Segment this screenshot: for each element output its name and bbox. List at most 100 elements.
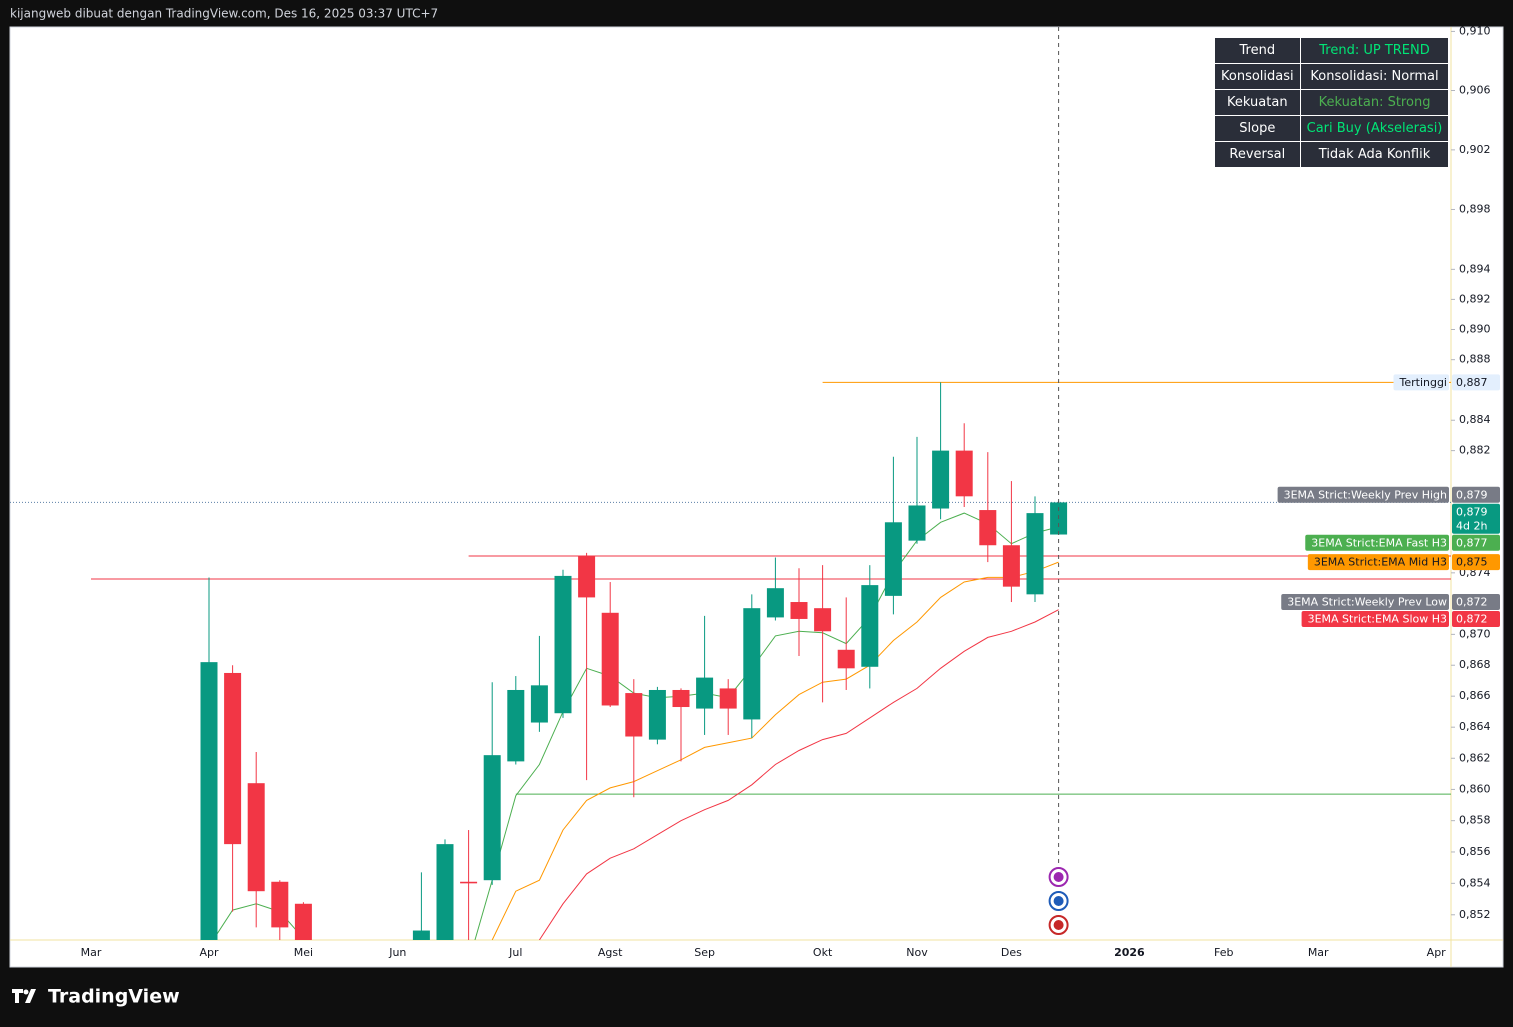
candle-body	[578, 555, 596, 598]
price-label-box	[1452, 611, 1500, 628]
y-tick-label: 0,910	[1459, 24, 1491, 37]
candle-body	[1002, 545, 1020, 587]
price-label-name-box	[1307, 554, 1449, 571]
y-tick-label: 0,902	[1459, 143, 1491, 156]
candle-body	[294, 903, 312, 940]
x-tick-label: Jun	[388, 946, 406, 959]
x-tick-label: Sep	[694, 946, 715, 959]
candle-body	[412, 930, 430, 940]
price-label-name: 3EMA Strict:Weekly Prev High	[1284, 488, 1447, 501]
price-label: 0,875	[1456, 556, 1488, 569]
candle-body	[554, 575, 572, 714]
y-tick-label: 0,888	[1459, 353, 1491, 366]
info-table: Trend Trend: UP TREND Konsolidasi Konsolida…	[1214, 37, 1449, 168]
row-value: Tidak Ada Konflik	[1300, 142, 1449, 167]
row-label: Slope	[1215, 116, 1300, 141]
candle-body	[530, 685, 548, 723]
y-tick-label: 0,866	[1459, 689, 1491, 702]
x-tick-label: Mar	[1308, 946, 1329, 959]
y-tick-label: 0,856	[1459, 845, 1491, 858]
x-tick-label: Feb	[1214, 946, 1233, 959]
row-value: Kekuatan: Strong	[1300, 90, 1449, 115]
price-label-name-box	[1281, 594, 1449, 611]
logo: TradingView	[12, 986, 180, 1008]
candle-body	[766, 588, 784, 618]
table-row: Kekuatan Kekuatan: Strong	[1215, 90, 1449, 115]
price-label-name-box	[1277, 486, 1449, 503]
candle-body	[719, 688, 737, 709]
candle-body	[884, 522, 902, 596]
y-tick-label: 0,906	[1459, 84, 1491, 97]
candle-body	[247, 783, 265, 892]
countdown: 4d 2h	[1456, 519, 1487, 532]
price-label-name: 3EMA Strict:Weekly Prev Low	[1287, 596, 1447, 609]
candle-body	[507, 689, 525, 762]
price-label: 0,879	[1456, 505, 1488, 518]
row-label: Reversal	[1215, 142, 1300, 167]
candle-body	[483, 755, 501, 881]
price-label-box	[1452, 374, 1500, 391]
price-label-box	[1452, 534, 1500, 551]
ema-line	[538, 609, 1059, 940]
table-row: Reversal Tidak Ada Konflik	[1215, 142, 1449, 167]
row-value: Konsolidasi: Normal	[1300, 64, 1449, 89]
price-label: 0,872	[1456, 613, 1488, 626]
y-tick-label: 0,868	[1459, 658, 1491, 671]
y-tick-label: 0,890	[1459, 323, 1491, 336]
logo-dot	[23, 989, 29, 995]
price-label-box	[1452, 554, 1500, 571]
x-tick-label: Mei	[294, 946, 313, 959]
brand: TradingView	[48, 986, 180, 1008]
event-icon-inner	[1053, 872, 1064, 882]
candle-body	[460, 881, 478, 884]
price-label: 0,887	[1456, 376, 1488, 389]
y-tick-label: 0,860	[1459, 782, 1491, 795]
candle-body	[743, 608, 761, 720]
row-label: Konsolidasi	[1215, 64, 1300, 89]
candle-body	[625, 693, 643, 737]
candle-body	[224, 672, 242, 845]
x-tick-label: Apr	[199, 946, 219, 959]
y-tick-label: 0,852	[1459, 908, 1491, 921]
candle-body	[932, 450, 950, 509]
table-row: Trend Trend: UP TREND	[1215, 38, 1449, 63]
y-tick-label: 0,884	[1459, 413, 1491, 426]
x-tick-label: Mar	[81, 946, 102, 959]
price-label-box	[1452, 503, 1500, 534]
x-tick-label: Des	[1001, 946, 1022, 959]
row-label: Kekuatan	[1215, 90, 1300, 115]
candle-body	[908, 505, 926, 541]
y-tick-label: 0,854	[1459, 876, 1491, 889]
x-tick-label: 2026	[1114, 946, 1145, 959]
price-label: 0,877	[1456, 536, 1488, 549]
y-tick-label: 0,862	[1459, 751, 1491, 764]
candle-body	[200, 662, 218, 940]
ema-line	[491, 561, 1059, 940]
candle-body	[271, 881, 289, 928]
y-tick-label: 0,870	[1459, 627, 1491, 640]
price-label-box	[1452, 486, 1500, 503]
price-label: 0,879	[1456, 488, 1488, 501]
price-label-name: 3EMA Strict:EMA Slow H3	[1308, 613, 1447, 626]
event-icons	[1048, 867, 1069, 935]
plot-area	[10, 381, 1451, 940]
candle-body	[979, 510, 997, 546]
y-tick-label: 0,894	[1459, 262, 1491, 275]
header: kijangweb dibuat dengan TradingView.com,…	[10, 7, 438, 21]
candle-body	[1026, 513, 1044, 595]
x-tick-label: Apr	[1427, 946, 1447, 959]
price-label-name: 3EMA Strict:EMA Mid H3	[1314, 556, 1447, 569]
candle-body	[790, 602, 808, 619]
x-tick-label: Okt	[813, 946, 833, 959]
logo-icon	[12, 989, 36, 1003]
event-icon-inner	[1053, 896, 1064, 906]
price-label: 0,872	[1456, 596, 1488, 609]
candle-body	[837, 649, 855, 669]
x-tick-label: Agst	[598, 946, 623, 959]
candle-body	[672, 689, 690, 708]
y-tick-label: 0,882	[1459, 444, 1491, 457]
price-label-name-box	[1305, 534, 1449, 551]
x-tick-label: Jul	[508, 946, 522, 959]
candle-body	[955, 450, 973, 497]
